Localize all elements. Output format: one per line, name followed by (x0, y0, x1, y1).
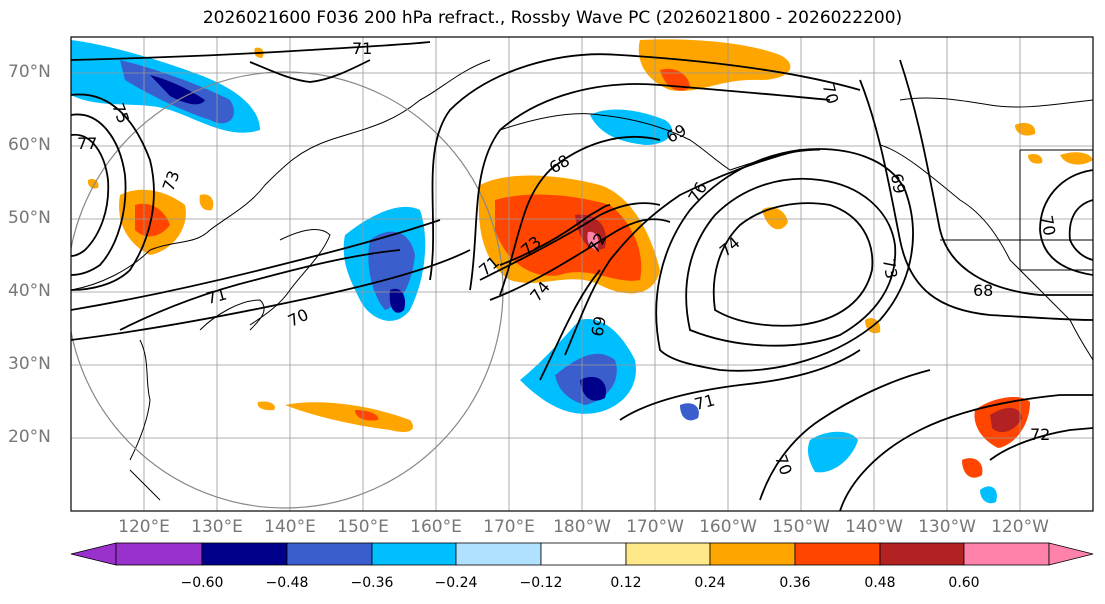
colorbar-swatch (709, 542, 796, 566)
contour-label: 73 (879, 257, 901, 280)
contour-label: 68 (546, 151, 573, 178)
colorbar-tick: −0.12 (519, 575, 563, 591)
contour-label: 70 (819, 81, 843, 106)
lon-label: 140°E (264, 517, 316, 537)
lat-label: 50°N (8, 208, 51, 228)
colorbar-tick: 0.36 (779, 575, 811, 591)
figure-title: 2026021600 F036 200 hPa refract., Rossby… (202, 8, 903, 28)
colorbar (70, 542, 1094, 566)
contour-label: 71 (692, 390, 717, 414)
colorbar-swatch (371, 542, 457, 566)
colorbar-swatch (115, 542, 203, 566)
lon-label: 170°W (626, 517, 684, 537)
lat-label: 60°N (8, 135, 51, 155)
lon-label: 180°W (553, 517, 611, 537)
lon-label: 150°E (337, 517, 389, 537)
colorbar-tick: −0.36 (350, 575, 394, 591)
contour-label: 69 (887, 172, 909, 195)
colorbar-tick: −0.60 (180, 575, 224, 591)
colorbar-tick: −0.24 (434, 575, 478, 591)
lat-label: 40°N (8, 281, 51, 301)
colorbar-swatch (963, 542, 1050, 566)
colorbar-swatch (625, 542, 711, 566)
lat-label: 30°N (8, 354, 51, 374)
colorbar-swatch (540, 542, 627, 566)
contour-label: 70 (1037, 214, 1059, 237)
lat-label: 70°N (8, 62, 51, 82)
lon-label: 130°E (191, 517, 243, 537)
lon-label: 160°W (699, 517, 757, 537)
contour-label: 68 (973, 281, 993, 300)
colorbar-swatch (455, 542, 542, 566)
colorbar-swatch (286, 542, 373, 566)
colorbar-tick: −0.48 (265, 575, 309, 591)
contour-label: 70 (285, 305, 311, 331)
colorbar-tick: 0.12 (610, 575, 642, 591)
colorbar-tick: 0.24 (694, 575, 726, 591)
contour-label: 72 (1030, 425, 1050, 444)
lon-label: 120°W (991, 517, 1049, 537)
lon-label: 130°W (918, 517, 976, 537)
lon-label: 160°E (410, 517, 462, 537)
contour-label: 71 (352, 39, 372, 58)
colorbar-tick: 0.60 (948, 575, 980, 591)
colorbar-swatch (201, 542, 288, 566)
contour-label: 73 (159, 168, 184, 194)
lat-label: 20°N (8, 427, 51, 447)
map-frame (70, 36, 1094, 512)
lon-label: 150°W (772, 517, 830, 537)
contour-label: 70 (771, 452, 796, 478)
contours (71, 41, 1093, 511)
contour-label: 77 (77, 134, 97, 153)
lon-label: 140°W (845, 517, 903, 537)
contour-label: 71 (204, 284, 229, 308)
contour-label: 69 (588, 315, 610, 338)
colorbar-tick: 0.48 (864, 575, 896, 591)
colorbar-extend-high (1048, 542, 1094, 566)
colorbar-extend-low (70, 542, 117, 566)
radius-circle (71, 71, 504, 509)
lon-label: 170°E (483, 517, 535, 537)
lon-label: 120°E (118, 517, 170, 537)
colorbar-swatch (879, 542, 965, 566)
colorbar-swatch (794, 542, 881, 566)
